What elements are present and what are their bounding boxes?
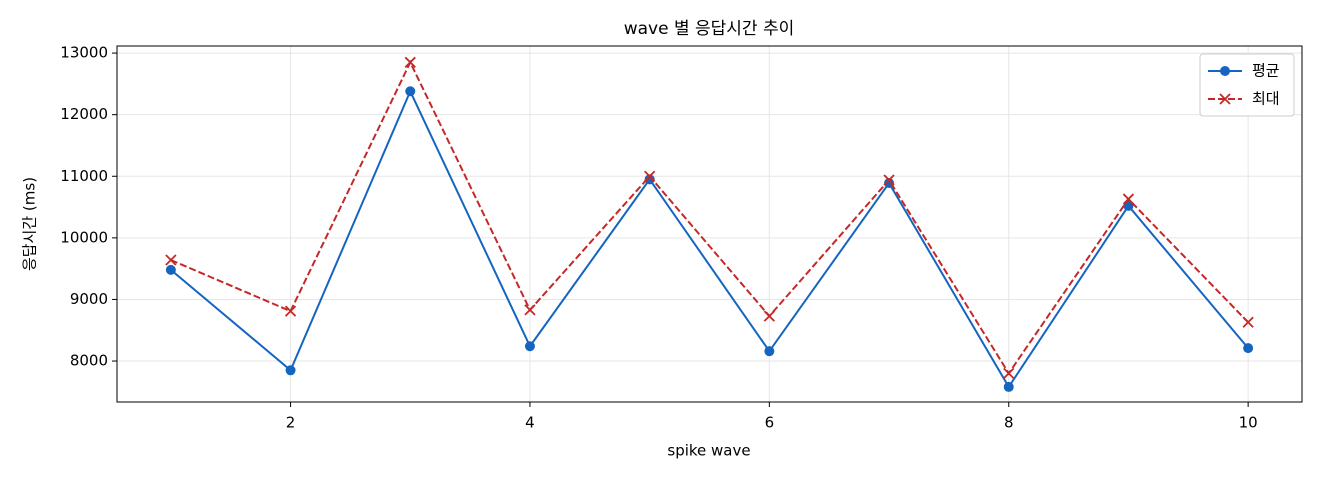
x-axis-label: spike wave [667,442,750,460]
x-tick-label: 6 [765,414,775,432]
y-tick-label: 13000 [60,44,108,62]
y-tick-label: 12000 [60,105,108,123]
plot-frame [116,45,1303,403]
y-axis-label: 응답시간 (ms) [21,177,39,271]
marker [284,305,297,317]
marker [524,304,536,316]
y-tick-label: 8000 [70,352,108,370]
marker [1220,66,1230,76]
marker [763,310,775,322]
x-tick-label: 10 [1239,414,1258,432]
marker [1123,200,1134,211]
marker [165,264,176,275]
y-tick-label: 10000 [60,228,108,246]
marker [644,170,656,182]
x-tick-label: 8 [1004,414,1014,432]
marker [764,346,775,357]
marker [405,86,416,97]
y-tick-label: 11000 [60,167,108,185]
marker [404,56,416,68]
marker [1003,367,1015,379]
marker [644,174,655,185]
marker [524,341,535,352]
marker [1003,381,1014,392]
marker [165,254,177,266]
legend-label: 평균 [1252,62,1280,80]
marker [883,174,895,186]
legend-box [1199,53,1295,117]
legend-label: 최대 [1252,90,1280,108]
chart-title: wave 별 응답시간 추이 [624,19,795,39]
marker [285,365,296,376]
x-tick-label: 4 [525,414,535,432]
series-line [170,60,1249,376]
marker [1243,343,1254,354]
marker [1242,316,1254,328]
series-line [170,88,1249,389]
marker [1219,93,1231,105]
marker [1122,193,1135,205]
y-tick-label: 9000 [70,290,108,308]
x-tick-label: 2 [286,414,296,432]
